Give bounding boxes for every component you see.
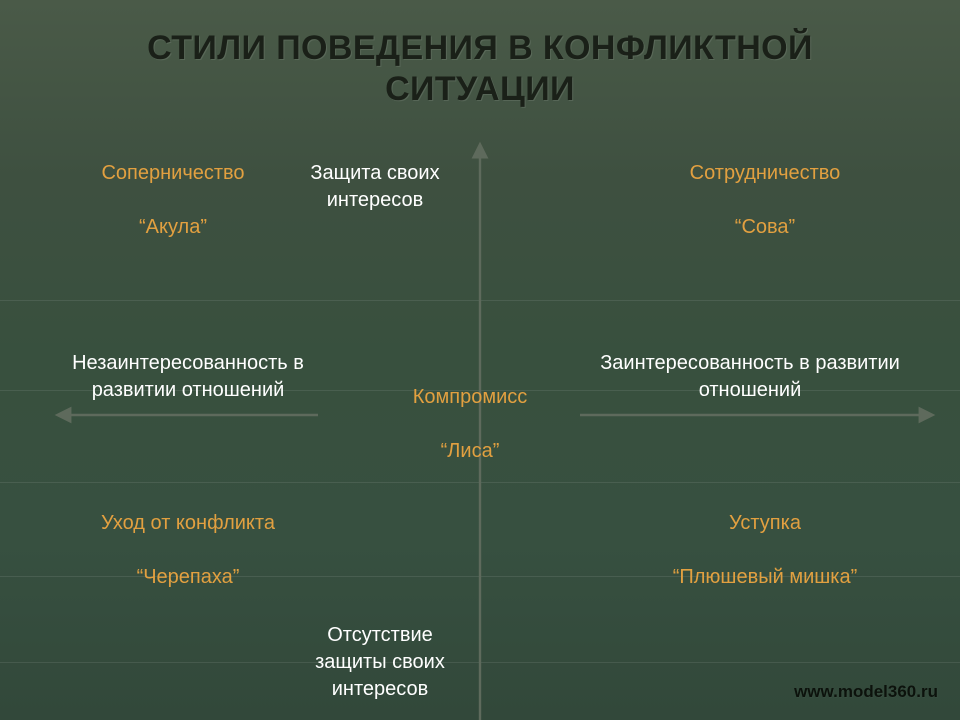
style-competition-name: Соперничество bbox=[101, 162, 244, 184]
style-compromise-animal: “Лиса” bbox=[441, 440, 500, 462]
title-line-2: СИТУАЦИИ bbox=[385, 70, 575, 108]
axis-label-bottom: Отсутствие защиты своих интересов bbox=[300, 622, 460, 703]
bg-band-line bbox=[0, 662, 960, 663]
style-avoidance-name: Уход от конфликта bbox=[101, 512, 275, 534]
footer-url: www.model360.ru bbox=[794, 682, 938, 702]
style-avoidance: Уход от конфликта “Черепаха” bbox=[58, 510, 318, 591]
style-accommodation-animal: “Плюшевый мишка” bbox=[673, 566, 858, 588]
axis-label-right: Заинтересованность в развитии отношений bbox=[580, 350, 920, 404]
title-line-1: СТИЛИ ПОВЕДЕНИЯ В КОНФЛИКТНОЙ bbox=[147, 29, 813, 67]
style-competition-animal: “Акула” bbox=[139, 216, 207, 238]
style-compromise: Компромисс “Лиса” bbox=[370, 384, 570, 465]
style-collaboration: Сотрудничество “Сова” bbox=[640, 160, 890, 241]
style-collaboration-animal: “Сова” bbox=[735, 216, 795, 238]
style-accommodation-name: Уступка bbox=[729, 512, 801, 534]
axis-label-left: Незаинтересованность в развитии отношени… bbox=[48, 350, 328, 404]
bg-band-line bbox=[0, 482, 960, 483]
style-compromise-name: Компромисс bbox=[413, 386, 528, 408]
bg-band-line bbox=[0, 300, 960, 301]
page-title: СТИЛИ ПОВЕДЕНИЯ В КОНФЛИКТНОЙ СИТУАЦИИ bbox=[0, 28, 960, 111]
style-accommodation: Уступка “Плюшевый мишка” bbox=[640, 510, 890, 591]
style-competition: Соперничество “Акула” bbox=[58, 160, 288, 241]
style-avoidance-animal: “Черепаха” bbox=[137, 566, 240, 588]
axis-label-top: Защита своих интересов bbox=[295, 160, 455, 214]
style-collaboration-name: Сотрудничество bbox=[690, 162, 841, 184]
